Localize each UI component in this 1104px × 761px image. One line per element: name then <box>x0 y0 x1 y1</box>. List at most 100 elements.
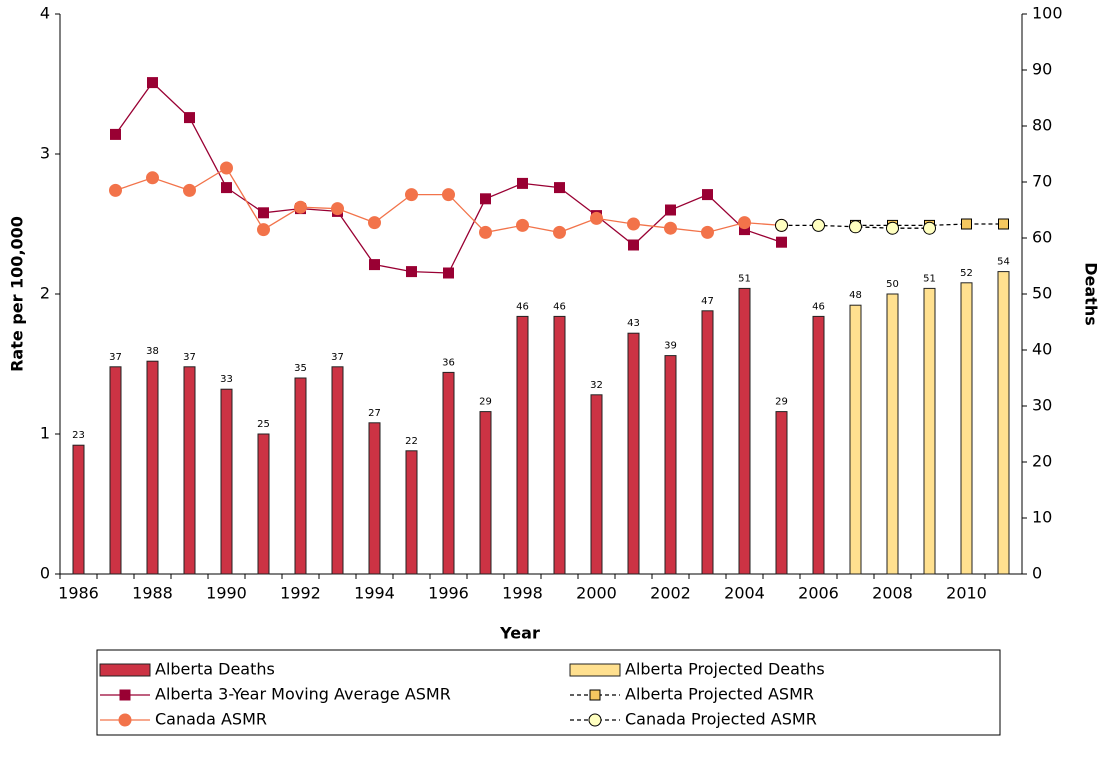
data-label: 33 <box>220 374 233 385</box>
x-tick-label: 2000 <box>576 584 617 603</box>
marker <box>331 202 344 216</box>
x-tick-label: 1988 <box>132 584 173 603</box>
marker <box>221 182 232 194</box>
x-tick-label: 2008 <box>872 584 913 603</box>
data-label: 23 <box>72 430 85 441</box>
marker <box>775 218 788 232</box>
x-tick-label: 2010 <box>946 584 987 603</box>
marker <box>405 188 418 202</box>
bar <box>960 282 973 575</box>
bar <box>220 388 233 575</box>
data-label: 46 <box>553 301 566 312</box>
marker <box>183 183 196 197</box>
marker <box>961 218 972 230</box>
data-label: 36 <box>442 357 455 368</box>
data-label: 50 <box>886 279 899 290</box>
marker <box>442 188 455 202</box>
legend-box <box>96 649 1001 736</box>
data-label: 43 <box>627 318 640 329</box>
legend-label: Canada Projected ASMR <box>625 710 817 729</box>
marker <box>627 217 640 231</box>
y2-tick-label: 10 <box>1032 508 1052 527</box>
bar <box>701 310 714 575</box>
data-label: 52 <box>960 268 973 279</box>
marker <box>220 161 233 175</box>
bar <box>923 287 936 575</box>
legend-label: Alberta 3-Year Moving Average ASMR <box>155 685 451 704</box>
marker <box>294 200 307 214</box>
marker <box>479 225 492 239</box>
marker <box>406 266 417 278</box>
marker <box>480 193 491 205</box>
y2-tick-label: 60 <box>1032 228 1052 247</box>
bar <box>590 394 603 575</box>
bar <box>516 315 529 575</box>
y-tick-label: 1 <box>40 424 50 443</box>
data-label: 32 <box>590 380 603 391</box>
bar <box>368 422 381 575</box>
bar <box>849 304 862 575</box>
marker <box>257 223 270 237</box>
marker <box>184 112 195 124</box>
bar <box>183 366 196 575</box>
bar <box>331 366 344 575</box>
bar <box>109 366 122 575</box>
bar <box>146 360 159 575</box>
y2-tick-label: 20 <box>1032 452 1052 471</box>
y2-axis-title: Deaths <box>1082 262 1101 326</box>
marker <box>590 211 603 225</box>
x-tick-label: 1986 <box>58 584 99 603</box>
data-label: 29 <box>775 397 788 408</box>
y2-tick-label: 30 <box>1032 396 1052 415</box>
data-label: 54 <box>997 257 1010 268</box>
legend-marker <box>588 713 602 727</box>
bar <box>886 293 899 575</box>
data-label: 25 <box>257 419 270 430</box>
series-line <box>114 81 782 274</box>
x-tick-label: 1994 <box>354 584 395 603</box>
data-label: 37 <box>109 352 122 363</box>
bar <box>627 332 640 575</box>
y2-tick-label: 70 <box>1032 172 1052 191</box>
y2-tick-label: 50 <box>1032 284 1052 303</box>
marker <box>776 236 787 248</box>
marker <box>109 183 122 197</box>
data-label: 39 <box>664 341 677 352</box>
marker <box>110 128 121 140</box>
y-tick-label: 2 <box>40 284 50 303</box>
data-label: 29 <box>479 397 492 408</box>
bar <box>442 371 455 575</box>
legend-marker <box>118 713 132 727</box>
marker <box>517 177 528 189</box>
x-tick-label: 1996 <box>428 584 469 603</box>
data-label: 51 <box>738 273 751 284</box>
bar <box>738 287 751 575</box>
y-tick-label: 0 <box>40 564 50 583</box>
data-label: 46 <box>516 301 529 312</box>
marker <box>849 220 862 234</box>
legend-label: Canada ASMR <box>155 710 267 729</box>
marker <box>702 189 713 201</box>
data-label: 47 <box>701 296 714 307</box>
x-tick-label: 2004 <box>724 584 765 603</box>
marker <box>258 207 269 219</box>
data-label: 37 <box>183 352 196 363</box>
y2-tick-label: 40 <box>1032 340 1052 359</box>
x-tick-label: 1990 <box>206 584 247 603</box>
marker <box>701 225 714 239</box>
x-tick-label: 2006 <box>798 584 839 603</box>
marker <box>368 216 381 230</box>
y2-tick-label: 90 <box>1032 60 1052 79</box>
marker <box>628 239 639 251</box>
y-tick-label: 4 <box>40 4 50 23</box>
bar <box>812 315 825 575</box>
x-tick-label: 2002 <box>650 584 691 603</box>
data-label: 48 <box>849 290 862 301</box>
bar <box>664 355 677 575</box>
marker <box>738 216 751 230</box>
x-axis-title: Year <box>499 624 540 643</box>
y-axis-title: Rate per 100,000 <box>8 216 27 372</box>
marker <box>369 259 380 271</box>
x-tick-label: 1992 <box>280 584 321 603</box>
bar <box>479 411 492 575</box>
